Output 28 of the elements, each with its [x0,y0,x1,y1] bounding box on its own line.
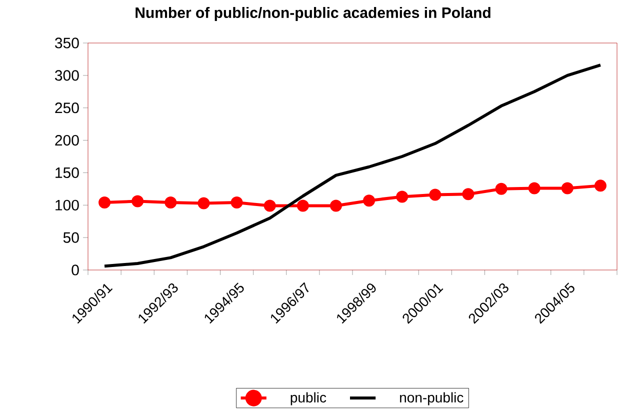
y-tick-label: 300 [55,70,79,81]
point [198,197,210,210]
point [230,196,243,209]
y-tick-label: 200 [55,134,79,146]
point [363,194,376,207]
point [561,182,574,194]
point [462,188,474,200]
point [296,200,309,212]
point [132,195,144,208]
line-series [103,64,602,268]
point [396,190,408,203]
y-tick-label: 150 [56,167,79,178]
y-tick-label: 0 [72,264,79,276]
point [495,182,508,195]
point [594,180,606,192]
point [264,200,276,212]
chart-title: Number of public/non-public academies in Poland [136,7,490,21]
point [429,188,442,201]
point [330,200,342,212]
point [98,196,111,209]
point [164,196,177,209]
legend-label: non-public [400,392,464,406]
y-tick-label: 250 [55,102,79,114]
y-tick-label: 100 [56,200,79,210]
legend-label: public [290,392,326,406]
point [528,182,540,194]
y-tick-label: 50 [63,232,79,243]
y-tick-label: 350 [55,38,79,48]
